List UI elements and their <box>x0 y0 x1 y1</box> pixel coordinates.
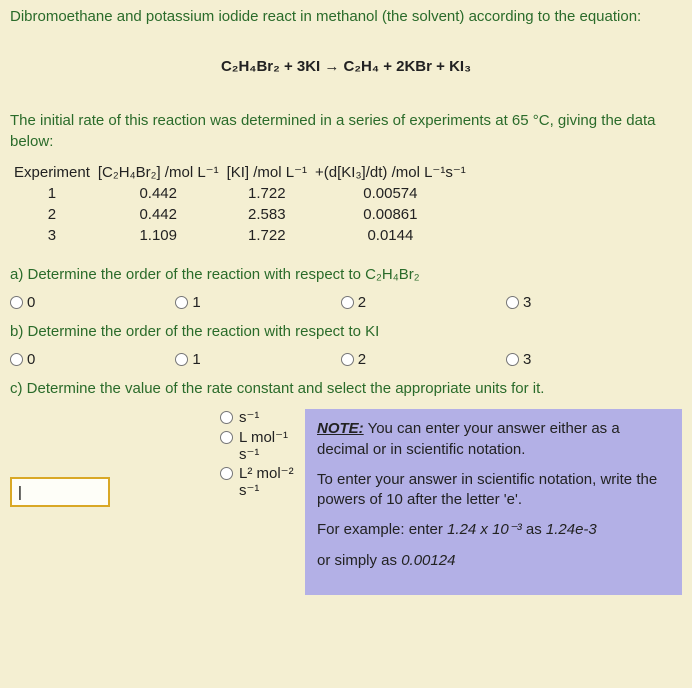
units-options: s⁻¹ L mol⁻¹ s⁻¹ L² mol⁻² s⁻¹ <box>220 409 305 501</box>
cell: 2.583 <box>223 204 311 225</box>
qb-option-label: 2 <box>358 351 366 368</box>
qa-option-2[interactable]: 2 <box>341 294 366 311</box>
rate-data-table: Experiment [C₂H₄Br₂] /mol L⁻¹ [KI] /mol … <box>10 161 470 246</box>
intro-paragraph-2: The initial rate of this reaction was de… <box>10 110 682 154</box>
note-p3b: 1.24 x 10⁻³ <box>447 521 522 538</box>
rate-constant-input[interactable] <box>10 477 110 507</box>
qb-option-label: 3 <box>523 351 531 368</box>
qa-radio-2[interactable] <box>341 296 354 309</box>
note-box: NOTE: You can enter your answer either a… <box>305 409 682 595</box>
qa-radio-1[interactable] <box>175 296 188 309</box>
qb-option-label: 1 <box>192 351 200 368</box>
cell: 1 <box>10 183 94 204</box>
unit-label: s⁻¹ <box>239 409 259 426</box>
cell: 3 <box>10 225 94 246</box>
qa-option-0[interactable]: 0 <box>10 294 35 311</box>
qa-option-label: 2 <box>358 294 366 311</box>
qc-radio-0[interactable] <box>220 411 233 424</box>
rate-constant-input-col <box>10 409 220 507</box>
note-p3a: For example: enter <box>317 521 447 538</box>
cell: 0.0144 <box>311 225 470 246</box>
col-experiment: Experiment <box>10 161 94 183</box>
question-b-options: 0 1 2 3 <box>10 351 682 368</box>
cell: 2 <box>10 204 94 225</box>
note-p3c: as <box>522 521 546 538</box>
note-p2: To enter your answer in scientific notat… <box>317 470 670 511</box>
reaction-equation: C₂H₄Br₂ + 3KI → C₂H₄ + 2KBr + KI₃ <box>10 56 682 78</box>
table-header-row: Experiment [C₂H₄Br₂] /mol L⁻¹ [KI] /mol … <box>10 161 470 183</box>
col-rate: +(d[KI₃]/dt) /mol L⁻¹s⁻¹ <box>311 161 470 183</box>
qb-option-1[interactable]: 1 <box>175 351 200 368</box>
question-a-options: 0 1 2 3 <box>10 294 682 311</box>
table-row: 3 1.109 1.722 0.0144 <box>10 225 470 246</box>
qa-option-label: 3 <box>523 294 531 311</box>
qb-option-2[interactable]: 2 <box>341 351 366 368</box>
col-c2h4br2: [C₂H₄Br₂] /mol L⁻¹ <box>94 161 223 183</box>
unit-option-0[interactable]: s⁻¹ <box>220 409 305 426</box>
qa-option-label: 0 <box>27 294 35 311</box>
question-c-body: s⁻¹ L mol⁻¹ s⁻¹ L² mol⁻² s⁻¹ NOTE: You c… <box>10 409 682 595</box>
qb-radio-1[interactable] <box>175 353 188 366</box>
note-p1: NOTE: You can enter your answer either a… <box>317 419 670 460</box>
qc-radio-2[interactable] <box>220 467 233 480</box>
question-a-label: a) Determine the order of the reaction w… <box>10 264 682 286</box>
unit-option-1[interactable]: L mol⁻¹ s⁻¹ <box>220 429 305 464</box>
note-p3: For example: enter 1.24 x 10⁻³ as 1.24e-… <box>317 520 670 540</box>
note-p4: or simply as 0.00124 <box>317 551 670 571</box>
qa-option-3[interactable]: 3 <box>506 294 531 311</box>
qb-option-3[interactable]: 3 <box>506 351 531 368</box>
qa-radio-0[interactable] <box>10 296 23 309</box>
qb-radio-0[interactable] <box>10 353 23 366</box>
intro-paragraph-1: Dibromoethane and potassium iodide react… <box>10 6 682 28</box>
table-row: 2 0.442 2.583 0.00861 <box>10 204 470 225</box>
note-p4b: 0.00124 <box>401 552 455 569</box>
qb-radio-3[interactable] <box>506 353 519 366</box>
qc-radio-1[interactable] <box>220 431 233 444</box>
cell: 1.722 <box>223 225 311 246</box>
qb-radio-2[interactable] <box>341 353 354 366</box>
unit-label: L mol⁻¹ s⁻¹ <box>239 429 305 464</box>
cell: 0.00861 <box>311 204 470 225</box>
note-title: NOTE: <box>317 420 364 437</box>
qa-option-label: 1 <box>192 294 200 311</box>
cell: 1.722 <box>223 183 311 204</box>
unit-option-2[interactable]: L² mol⁻² s⁻¹ <box>220 465 305 500</box>
qa-radio-3[interactable] <box>506 296 519 309</box>
table-row: 1 0.442 1.722 0.00574 <box>10 183 470 204</box>
qb-option-label: 0 <box>27 351 35 368</box>
question-c-label: c) Determine the value of the rate const… <box>10 378 682 400</box>
cell: 1.109 <box>94 225 223 246</box>
note-p3d: 1.24e-3 <box>546 521 597 538</box>
cell: 0.442 <box>94 183 223 204</box>
cell: 0.00574 <box>311 183 470 204</box>
note-p4a: or simply as <box>317 552 401 569</box>
cell: 0.442 <box>94 204 223 225</box>
qb-option-0[interactable]: 0 <box>10 351 35 368</box>
unit-label: L² mol⁻² s⁻¹ <box>239 465 305 500</box>
qa-option-1[interactable]: 1 <box>175 294 200 311</box>
question-b-label: b) Determine the order of the reaction w… <box>10 321 682 343</box>
col-ki: [KI] /mol L⁻¹ <box>223 161 311 183</box>
